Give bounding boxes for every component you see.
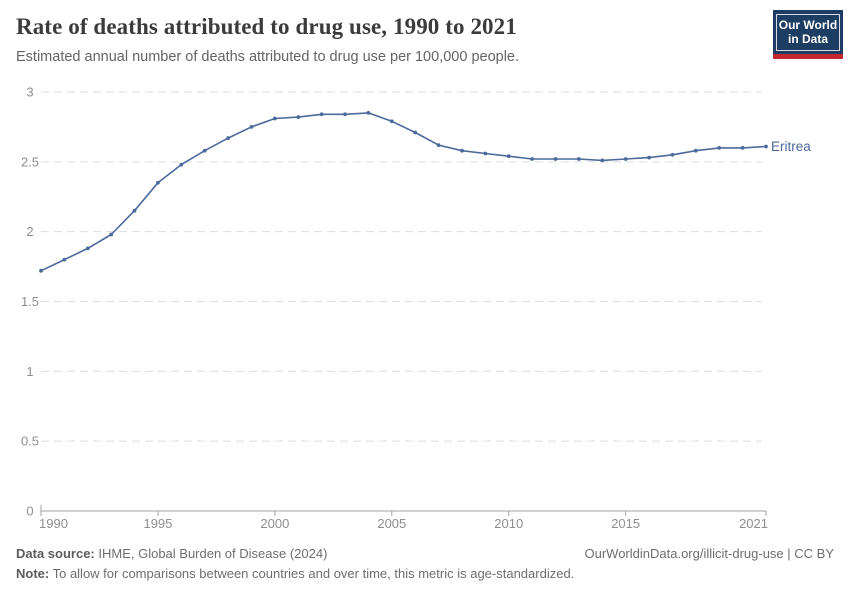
note-value: To allow for comparisons between countri… <box>49 566 575 581</box>
data-point <box>483 151 488 156</box>
x-tick-label: 2021 <box>739 516 768 531</box>
data-source-label: Data source: <box>16 546 95 561</box>
data-point <box>693 148 698 153</box>
data-point <box>647 155 651 160</box>
data-point <box>436 143 441 147</box>
data-point <box>623 157 628 161</box>
data-point <box>600 158 605 163</box>
data-point <box>460 148 464 153</box>
data-point <box>506 154 511 159</box>
trend-line <box>40 112 767 272</box>
data-point <box>553 157 558 161</box>
x-tick-label: 2010 <box>494 516 523 531</box>
data-point <box>366 111 371 115</box>
line-chart: 0 0.5 1 1.5 2 2.5 3 1990 1995 2000 2005 2010 2015 202… <box>21 84 811 531</box>
data-point <box>156 180 160 185</box>
series-label: Eritrea <box>771 139 811 154</box>
data-point <box>226 136 231 140</box>
data-point <box>249 125 254 129</box>
y-tick-label: 1 <box>26 364 33 379</box>
owid-logo-line2: in Data <box>787 32 828 47</box>
page-title: Rate of deaths attributed to drug use, 1… <box>16 14 517 39</box>
data-point <box>764 144 768 149</box>
data-point <box>740 146 745 150</box>
y-tick-label: 2.5 <box>21 154 39 169</box>
data-source-text: Data source: IHME, Global Burden of Dise… <box>16 546 327 561</box>
y-tick-label: 1.5 <box>21 294 39 309</box>
credit-text: OurWorldinData.org/illicit-drug-use | CC… <box>584 546 835 561</box>
data-point <box>85 246 90 251</box>
data-point <box>109 232 114 237</box>
data-point <box>39 268 43 273</box>
owid-logo-red-bar <box>773 53 843 59</box>
data-point <box>389 119 394 124</box>
y-tick-label: 3 <box>26 84 33 99</box>
owid-logo: Our World in Data <box>773 10 843 59</box>
note-label: Note: <box>16 566 50 581</box>
x-tick-label: 2005 <box>377 516 406 531</box>
data-point <box>343 112 347 117</box>
data-point <box>577 157 581 161</box>
data-point <box>413 130 418 135</box>
data-point <box>202 148 207 153</box>
x-tick-label: 2015 <box>611 516 640 531</box>
x-tick-label: 1990 <box>39 516 68 531</box>
data-point <box>62 257 67 262</box>
y-tick-label: 0.5 <box>21 434 39 449</box>
data-point <box>296 115 301 119</box>
data-point <box>717 146 722 150</box>
data-point <box>670 152 675 157</box>
y-tick-label: 2 <box>26 224 33 239</box>
data-point <box>273 116 277 121</box>
y-tick-label: 0 <box>26 504 33 519</box>
chart-footer: Data source: IHME, Global Burden of Dise… <box>16 546 834 581</box>
x-tick-label: 2000 <box>260 516 289 531</box>
chart-subtitle: Estimated annual number of deaths attrib… <box>16 49 520 65</box>
chart-header: Rate of deaths attributed to drug use, 1… <box>0 0 850 75</box>
data-source-value: IHME, Global Burden of Disease (2024) <box>94 546 328 561</box>
x-tick-label: 1995 <box>143 516 172 531</box>
data-point <box>530 157 534 161</box>
data-point <box>132 208 137 213</box>
data-point <box>319 112 324 117</box>
data-point <box>179 162 184 167</box>
owid-logo-text: Our World in Data <box>776 14 840 51</box>
owid-logo-line1: Our World <box>778 18 838 32</box>
